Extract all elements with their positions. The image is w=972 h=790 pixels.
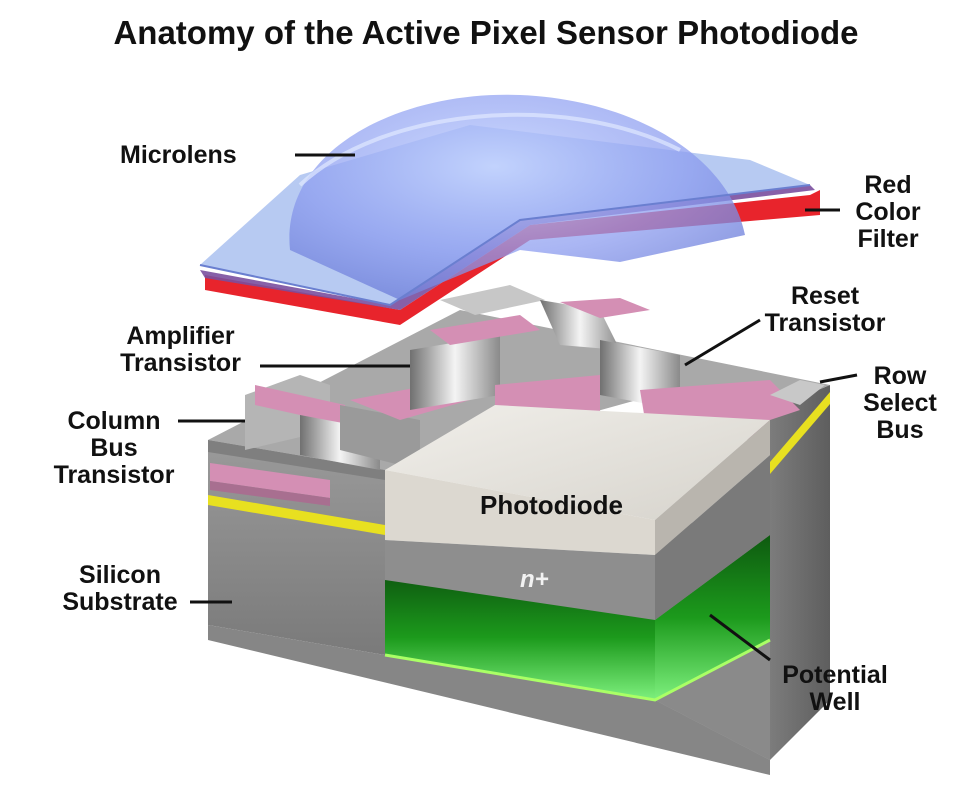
label-potential-well: Potential Well xyxy=(782,661,888,716)
label-red-color-filter: Red Color Filter xyxy=(855,171,921,253)
n-plus-label: n+ xyxy=(520,566,549,593)
leader-lines xyxy=(178,153,858,662)
label-amplifier-transistor: Amplifier Transistor xyxy=(120,322,241,377)
transistor-structures xyxy=(210,285,825,506)
label-microlens: Microlens xyxy=(120,141,237,169)
yellow-bus-line xyxy=(208,392,830,535)
label-reset-transistor: Reset Transistor xyxy=(764,282,886,337)
label-column-bus-transistor: Column Bus Transistor xyxy=(53,407,175,489)
label-silicon-substrate: Silicon Substrate xyxy=(62,561,178,616)
diagram-title: Anatomy of the Active Pixel Sensor Photo… xyxy=(113,14,859,51)
label-row-select-bus: Row Select Bus xyxy=(863,362,937,444)
microlens xyxy=(199,94,811,307)
photodiode-label: Photodiode xyxy=(480,490,623,520)
photodiode xyxy=(385,405,770,620)
